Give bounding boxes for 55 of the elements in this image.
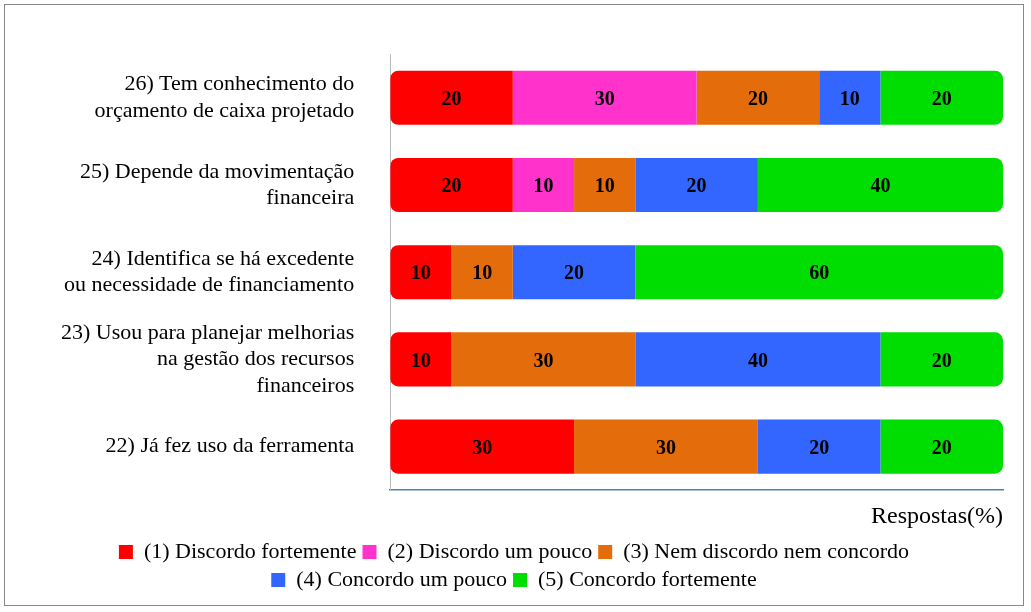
data-label: 20 [809, 435, 830, 458]
data-label: 30 [655, 435, 676, 458]
y-tick-label: 25) Depende da movimentação financeira [79, 157, 355, 209]
bar [696, 70, 820, 125]
bar [757, 419, 881, 474]
bar [390, 419, 575, 474]
bar [574, 419, 758, 474]
y-tick-label: 22) Já fez uso da ferramenta [105, 432, 355, 458]
data-label: 20 [931, 435, 952, 458]
legend-label: (5) Concordo fortemente [538, 565, 757, 591]
data-label: 20 [564, 261, 585, 284]
bar [880, 70, 1003, 125]
bar [451, 332, 636, 387]
legend-label: (3) Nem discordo nem concordo [623, 537, 910, 563]
legend-label: (4) Concordo um pouco [296, 565, 508, 591]
data-label: 30 [472, 435, 493, 458]
data-label: 10 [839, 86, 860, 109]
data-label: 20 [441, 86, 462, 109]
bar [512, 245, 636, 300]
data-label: 40 [870, 174, 891, 197]
bar [390, 245, 452, 300]
data-label: 20 [931, 86, 952, 109]
bar [390, 157, 513, 213]
data-label: 10 [594, 174, 615, 197]
x-axis-title: Respostas(%) [871, 501, 1003, 528]
bar [451, 245, 513, 300]
bar [512, 70, 697, 125]
bar [635, 245, 1003, 300]
y-tick-label: 24) Identifica se há excedente ou necessidade de financiamento [64, 244, 355, 297]
legend-label: (1) Discordo fortemente [143, 537, 357, 563]
data-label: 10 [410, 261, 431, 284]
data-label: 20 [441, 174, 462, 197]
bar [880, 419, 1003, 474]
data-label: 10 [472, 261, 493, 284]
bar [512, 157, 575, 213]
bar [880, 332, 1003, 387]
bar [635, 332, 881, 387]
data-label: 40 [747, 348, 768, 371]
data-label: 60 [809, 261, 830, 284]
legend-label: (2) Discordo um pouco [387, 537, 593, 563]
y-tick-label: 23) Usou para planejar melhorias na gestão dos recursos financeiros [61, 318, 355, 397]
bar [390, 332, 452, 387]
data-label: 20 [931, 348, 952, 371]
bar [390, 70, 513, 125]
data-label: 10 [410, 348, 431, 371]
data-label: 10 [533, 174, 554, 197]
y-tick-label: 26) Tem conhecimento do orçamento de caixa projetado [94, 70, 355, 122]
data-label: 30 [533, 348, 554, 371]
data-label: 20 [686, 174, 707, 197]
data-label: 30 [594, 86, 615, 109]
bar [574, 157, 636, 213]
bar [635, 157, 758, 213]
data-label: 20 [747, 86, 768, 109]
bar [757, 157, 1003, 213]
bar [819, 70, 881, 125]
